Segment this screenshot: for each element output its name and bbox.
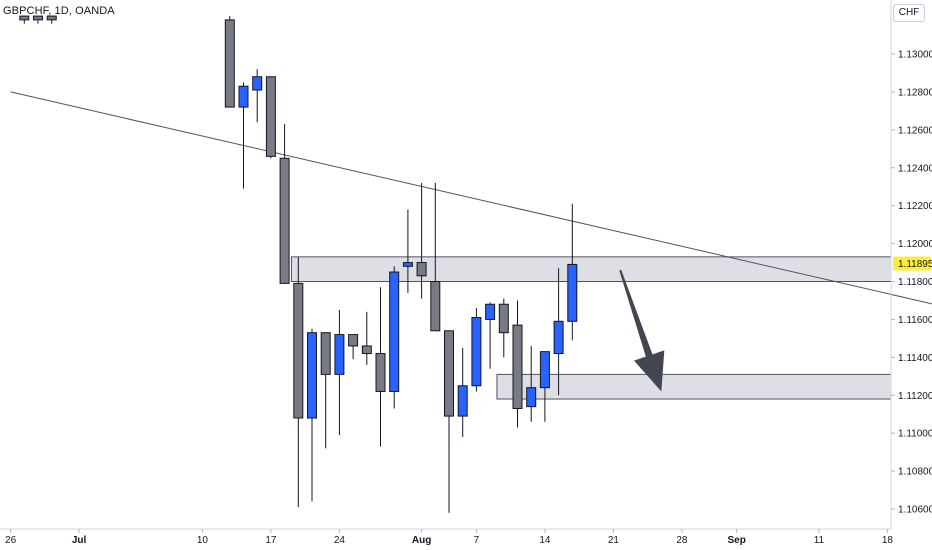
date-tick-label: Sep — [728, 535, 746, 546]
last-price-tag — [893, 256, 931, 271]
date-tick-label: Jul — [72, 535, 87, 546]
date-tick-label: 21 — [608, 535, 620, 546]
candle-body — [348, 334, 359, 347]
symbol-label: GBPCHF, 1D, OANDA — [3, 5, 115, 17]
price-tick-label: 1.11800 — [898, 277, 932, 288]
price-tick-label: 1.12600 — [898, 125, 932, 136]
date-tick-label: 10 — [197, 535, 209, 546]
price-tick-label: 1.13000 — [898, 50, 932, 61]
candle-body — [307, 332, 317, 419]
date-tick-label: 7 — [474, 535, 480, 546]
candle-body — [526, 387, 537, 408]
trendline[interactable] — [10, 91, 932, 316]
candle-body — [19, 15, 30, 21]
date-tick-label: Aug — [412, 535, 431, 546]
candle-body — [33, 15, 43, 21]
candle-body — [457, 385, 468, 417]
candle-body — [46, 15, 57, 21]
date-tick-label: 17 — [265, 535, 277, 546]
price-tick-label: 1.11400 — [898, 353, 932, 364]
candle-body — [567, 263, 578, 322]
candle-body — [512, 324, 523, 410]
candle-body — [293, 282, 304, 419]
date-tick-label: 28 — [676, 535, 688, 546]
candle-body — [444, 330, 454, 417]
price-tick-label: 1.10800 — [898, 467, 932, 478]
price-tick-label: 1.12200 — [898, 201, 932, 212]
price-tick-label: 1.12000 — [898, 239, 932, 250]
candle-body — [334, 334, 345, 375]
candle-body — [265, 76, 276, 157]
candle-body — [471, 317, 482, 387]
price-tick-label: 1.11600 — [898, 315, 932, 326]
date-tick-label: 14 — [539, 535, 551, 546]
candle-body — [238, 85, 249, 108]
candle-body — [320, 332, 331, 375]
candle-body — [539, 351, 550, 389]
candle-body — [430, 281, 441, 332]
date-tick-label: 11 — [814, 535, 825, 546]
down-arrow-icon[interactable] — [619, 269, 665, 392]
date-tick-label: 18 — [882, 535, 894, 546]
candle-body — [498, 303, 509, 334]
last-price-label: 1.11895 — [898, 259, 932, 270]
currency-badge[interactable]: CHF — [893, 4, 925, 22]
resistance-zone[interactable] — [290, 256, 892, 282]
candle-body — [375, 353, 386, 392]
price-tick-label: 1.11000 — [898, 429, 932, 440]
candle-body — [252, 76, 263, 91]
candle-body — [389, 271, 400, 392]
candle-body — [402, 262, 413, 267]
candle-body — [553, 320, 564, 355]
date-tick-label: 24 — [334, 535, 346, 546]
support-zone[interactable] — [496, 373, 892, 400]
candle-body — [279, 157, 290, 284]
price-tick-label: 1.11200 — [898, 391, 932, 402]
candle-body — [416, 262, 427, 277]
candle-body — [361, 345, 372, 355]
price-tick-label: 1.12800 — [898, 87, 932, 98]
price-tick-label: 1.10600 — [898, 505, 932, 516]
candle-body — [224, 19, 235, 108]
price-tick-label: 1.12400 — [898, 163, 932, 174]
date-tick-label: 26 — [5, 535, 17, 546]
candle-body — [485, 303, 496, 320]
